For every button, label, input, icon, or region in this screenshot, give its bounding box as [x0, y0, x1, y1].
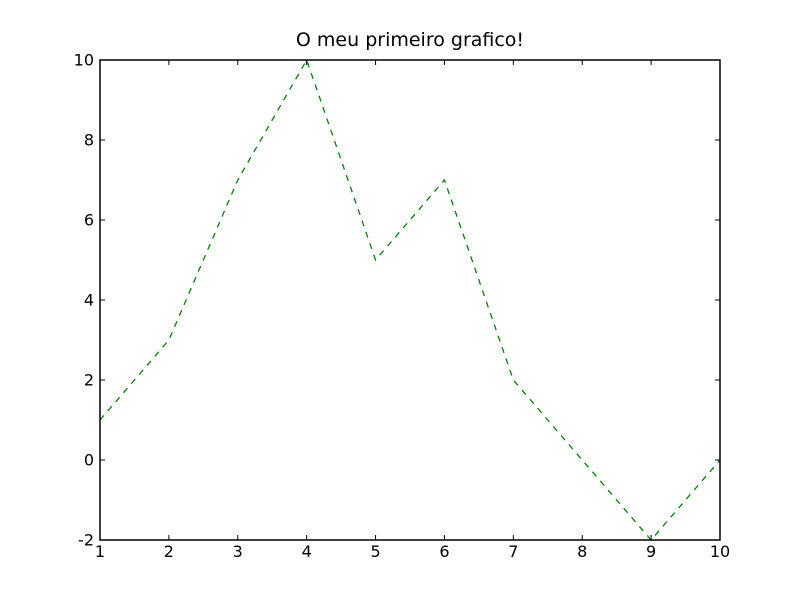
- x-tick-label: 2: [164, 542, 174, 561]
- x-tick-label: 4: [302, 542, 312, 561]
- x-tick-label: 7: [508, 542, 518, 561]
- axes-frame: [99, 59, 721, 541]
- chart-title: O meu primeiro grafico!: [296, 29, 524, 51]
- y-tick-label: 6: [84, 211, 94, 230]
- y-tick-label: 4: [84, 291, 94, 310]
- series-line-1: [99, 58, 721, 541]
- x-tick-label: 6: [439, 542, 449, 561]
- y-tick-label: 8: [84, 131, 94, 150]
- y-tick-label: 0: [84, 451, 94, 470]
- plot-area: [99, 58, 721, 541]
- x-tick-label: 9: [646, 542, 656, 561]
- y-tick-label: 10: [74, 51, 94, 70]
- x-tick-label: 10: [710, 542, 730, 561]
- x-tick-label: 1: [95, 542, 105, 561]
- axis-ticks: [99, 59, 721, 541]
- x-tick-label: 8: [577, 542, 587, 561]
- y-tick-label: -2: [78, 531, 94, 550]
- tick-labels: 1 2 3 4 5 6 7 8 9 10 -2 0 2 4 6 8 10: [74, 51, 731, 562]
- x-tick-label: 5: [370, 542, 380, 561]
- x-tick-label: 3: [233, 542, 243, 561]
- y-tick-label: 2: [84, 371, 94, 390]
